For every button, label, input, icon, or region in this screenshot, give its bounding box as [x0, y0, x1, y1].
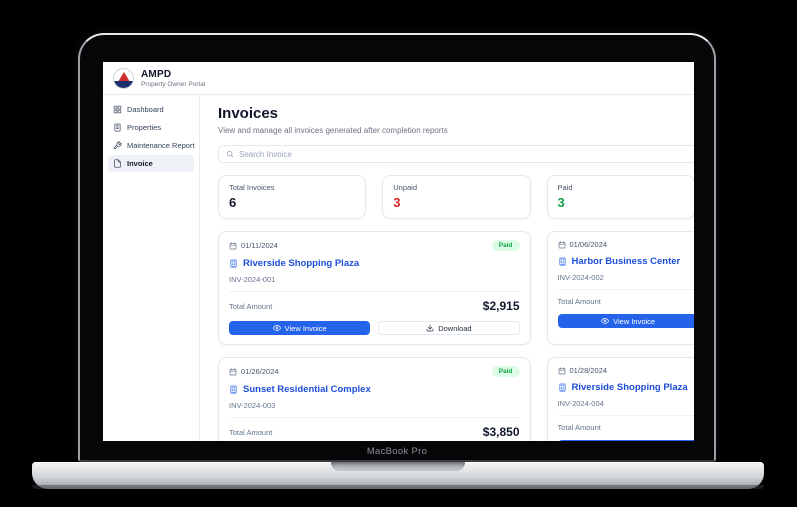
- stat-card: Unpaid 3: [382, 175, 531, 219]
- invoice-grid: 01/11/2024 Paid Riverside Shopping Plaza…: [218, 231, 694, 441]
- macbook-base-edge: [32, 485, 764, 489]
- sidebar-item-label: Dashboard: [127, 105, 164, 114]
- invoice-file-icon: [113, 159, 122, 168]
- stat-value: 3: [557, 195, 565, 210]
- invoice-card: 01/06/2024 Harbor Business Center INV-20…: [546, 231, 694, 345]
- total-amount-label: Total Amount: [229, 427, 273, 437]
- macbook-screen: AMPD Property Owner Portal Dashboard Pro…: [103, 62, 694, 441]
- logo-band-shape: [114, 80, 133, 88]
- property-name-link[interactable]: Riverside Shopping Plaza: [243, 258, 360, 269]
- device-label: MacBook Pro: [366, 446, 428, 457]
- building-icon: [230, 259, 237, 268]
- building-icon: [559, 383, 565, 392]
- calendar-icon: [558, 366, 565, 374]
- stat-value: 6: [229, 195, 237, 210]
- property-name-link[interactable]: Sunset Residential Complex: [243, 384, 371, 395]
- stat-value: 3: [393, 195, 401, 210]
- download-icon: [426, 324, 434, 332]
- invoice-date: 01/06/2024: [558, 240, 607, 249]
- logo-peak-shape: [117, 71, 130, 82]
- page-title: Invoices: [218, 105, 279, 122]
- dashboard-grid-icon: [113, 105, 122, 114]
- ampd-badge-logo: [113, 67, 134, 89]
- total-amount-label: Total Amount: [557, 423, 601, 432]
- macbook-base-notch: [331, 462, 465, 471]
- invoice-date: 01/26/2024: [229, 367, 279, 376]
- brand-tagline: Property Owner Portal: [141, 80, 206, 88]
- macbook-base: [32, 462, 764, 489]
- sidebar: Dashboard Properties Maintenance Report …: [103, 95, 200, 441]
- brand-name: AMPD: [141, 68, 172, 80]
- invoice-number: INV-2024-002: [557, 273, 604, 282]
- main-content: Invoices View and manage all invoices ge…: [218, 105, 694, 441]
- calendar-icon: [229, 367, 237, 375]
- sidebar-item-label: Properties: [127, 123, 162, 132]
- view-invoice-button[interactable]: View Invoice: [557, 314, 694, 328]
- search-bar[interactable]: [218, 145, 694, 163]
- main-panel: Invoices View and manage all invoices ge…: [200, 95, 694, 441]
- property-name-link[interactable]: Riverside Shopping Plaza: [571, 382, 688, 393]
- eye-icon: [272, 325, 281, 331]
- property-name-link[interactable]: Harbor Business Center: [571, 256, 681, 267]
- stat-label: Unpaid: [393, 183, 418, 192]
- total-amount-value: $3,850: [482, 425, 520, 439]
- search-input[interactable]: [239, 149, 694, 159]
- status-badge: Paid: [491, 240, 520, 251]
- stat-card: Total Invoices 6: [218, 175, 367, 219]
- total-amount-label: Total Amount: [557, 297, 601, 306]
- eye-icon: [601, 318, 610, 324]
- download-button[interactable]: Download: [378, 321, 520, 335]
- invoice-card: 01/26/2024 Paid Sunset Residential Compl…: [218, 357, 531, 441]
- status-badge: Paid: [491, 366, 520, 377]
- invoice-card: 01/28/2024 Riverside Shopping Plaza INV-…: [546, 357, 694, 441]
- invoice-number: INV-2024-003: [229, 401, 276, 410]
- invoice-card: 01/11/2024 Paid Riverside Shopping Plaza…: [218, 231, 531, 345]
- sidebar-item-maintenance-report[interactable]: Maintenance Report: [108, 137, 195, 154]
- stats-row: Total Invoices 6 Unpaid 3 Paid 3: [218, 175, 694, 219]
- sidebar-item-label: Invoice: [127, 159, 153, 168]
- sidebar-item-invoice[interactable]: Invoice: [108, 155, 194, 172]
- stat-card: Paid 3: [546, 175, 694, 219]
- app-body: Dashboard Properties Maintenance Report …: [103, 95, 694, 441]
- sidebar-item-properties[interactable]: Properties: [108, 119, 194, 136]
- total-amount-label: Total Amount: [229, 301, 273, 311]
- properties-building-icon: [113, 123, 122, 132]
- sidebar-item-label: Maintenance Report: [127, 141, 195, 150]
- invoice-number: INV-2024-001: [229, 275, 276, 284]
- maintenance-wrench-icon: [113, 141, 122, 150]
- calendar-icon: [558, 240, 565, 248]
- invoice-number: INV-2024-004: [557, 399, 604, 408]
- total-amount-value: $2,915: [482, 299, 520, 313]
- search-icon: [226, 150, 234, 158]
- stat-label: Paid: [557, 183, 573, 192]
- building-icon: [230, 385, 237, 394]
- view-invoice-button[interactable]: View Invoice: [557, 440, 694, 441]
- app-header: AMPD Property Owner Portal: [103, 62, 694, 95]
- invoice-date: 01/11/2024: [229, 241, 278, 250]
- building-icon: [559, 257, 565, 266]
- app-window: AMPD Property Owner Portal Dashboard Pro…: [103, 62, 694, 441]
- page-subtitle: View and manage all invoices generated a…: [218, 126, 448, 135]
- calendar-icon: [229, 241, 237, 249]
- brand-text: AMPD Property Owner Portal: [141, 69, 205, 88]
- invoice-date: 01/28/2024: [558, 366, 607, 375]
- sidebar-item-dashboard[interactable]: Dashboard: [108, 101, 194, 118]
- view-invoice-button[interactable]: View Invoice: [229, 321, 371, 335]
- stat-label: Total Invoices: [229, 183, 275, 192]
